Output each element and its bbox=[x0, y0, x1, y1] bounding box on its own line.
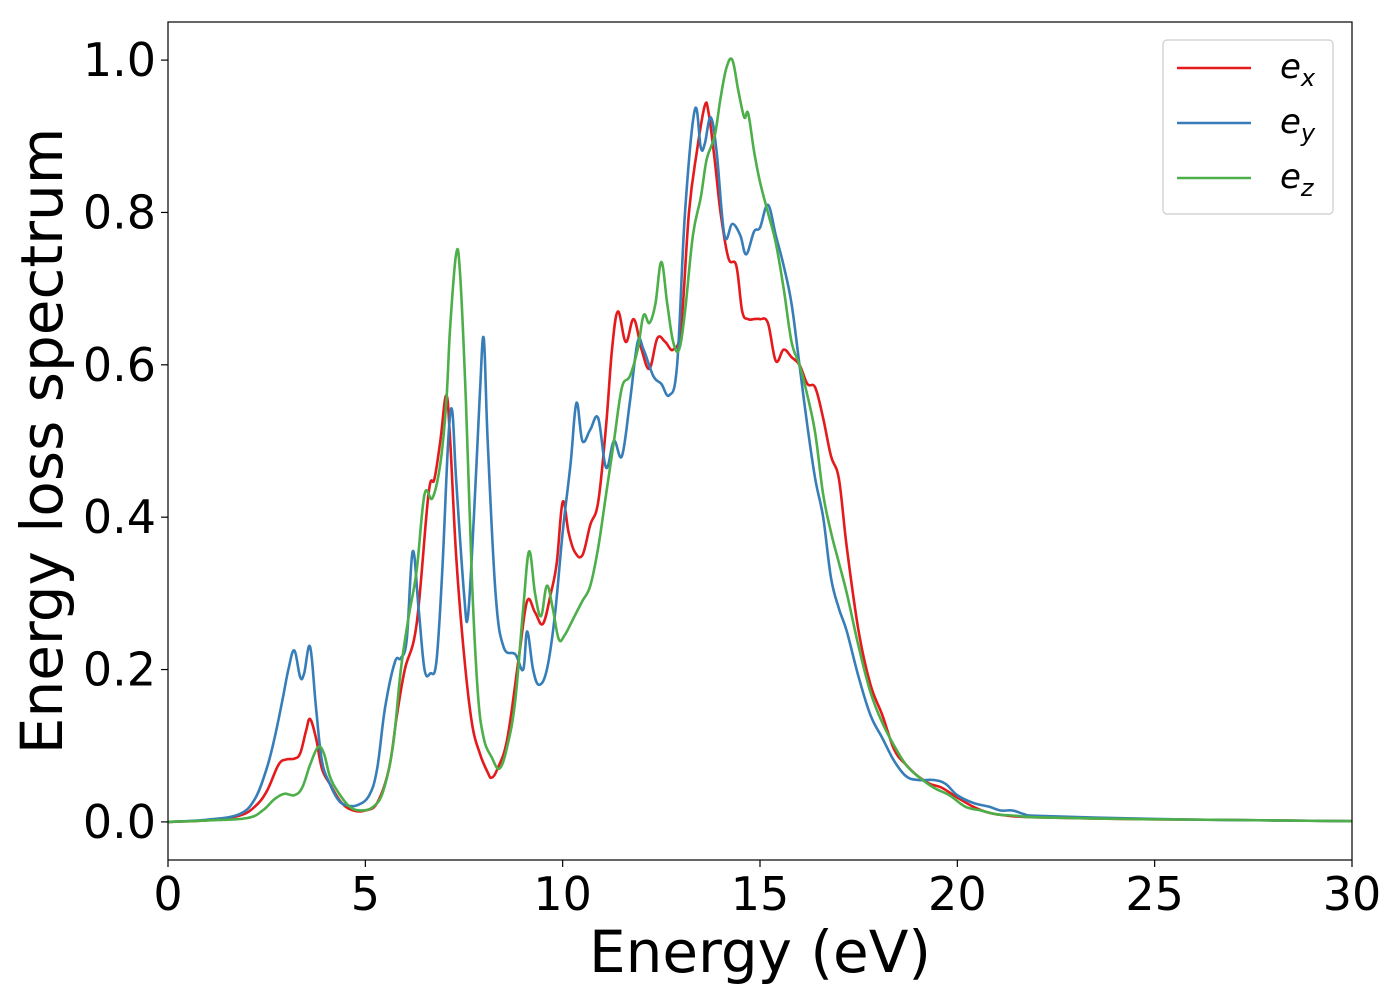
y-tick-label: 0.4 bbox=[83, 490, 156, 544]
legend-label-base: e bbox=[1280, 157, 1301, 197]
legend-label-x: ex bbox=[1280, 47, 1316, 92]
legend-label-base: e bbox=[1280, 102, 1301, 142]
y-axis-label: Energy loss spectrum bbox=[8, 128, 76, 754]
x-axis: 0 5 10 15 20 25 30 bbox=[153, 860, 1381, 921]
y-tick-label: 0.8 bbox=[83, 185, 156, 239]
x-tick-label: 10 bbox=[533, 867, 592, 921]
y-tick-label: 0.0 bbox=[83, 795, 156, 849]
x-tick-label: 0 bbox=[153, 867, 182, 921]
legend-label-subscript: z bbox=[1300, 174, 1315, 202]
legend-box bbox=[1162, 39, 1334, 215]
y-tick-label: 1.0 bbox=[83, 33, 156, 87]
legend-label-subscript: y bbox=[1300, 119, 1316, 147]
legend-label-base: e bbox=[1280, 47, 1301, 87]
x-tick-label: 5 bbox=[351, 867, 380, 921]
x-tick-label: 20 bbox=[928, 867, 987, 921]
y-axis: 0.0 0.2 0.4 0.6 0.8 1.0 bbox=[83, 33, 168, 849]
x-tick-label: 25 bbox=[1125, 867, 1184, 921]
y-tick-label: 0.6 bbox=[83, 338, 156, 392]
series-line-y bbox=[167, 106, 1353, 824]
legend-label-y: ey bbox=[1280, 102, 1316, 147]
x-tick-label: 15 bbox=[731, 867, 790, 921]
x-tick-label: 30 bbox=[1323, 867, 1382, 921]
legend-label-subscript: x bbox=[1300, 64, 1316, 92]
series-layer bbox=[167, 57, 1353, 824]
series-line-z bbox=[167, 57, 1353, 824]
x-axis-label: Energy (eV) bbox=[589, 918, 931, 986]
y-tick-label: 0.2 bbox=[83, 643, 156, 697]
legend-label-z: ez bbox=[1280, 157, 1315, 202]
